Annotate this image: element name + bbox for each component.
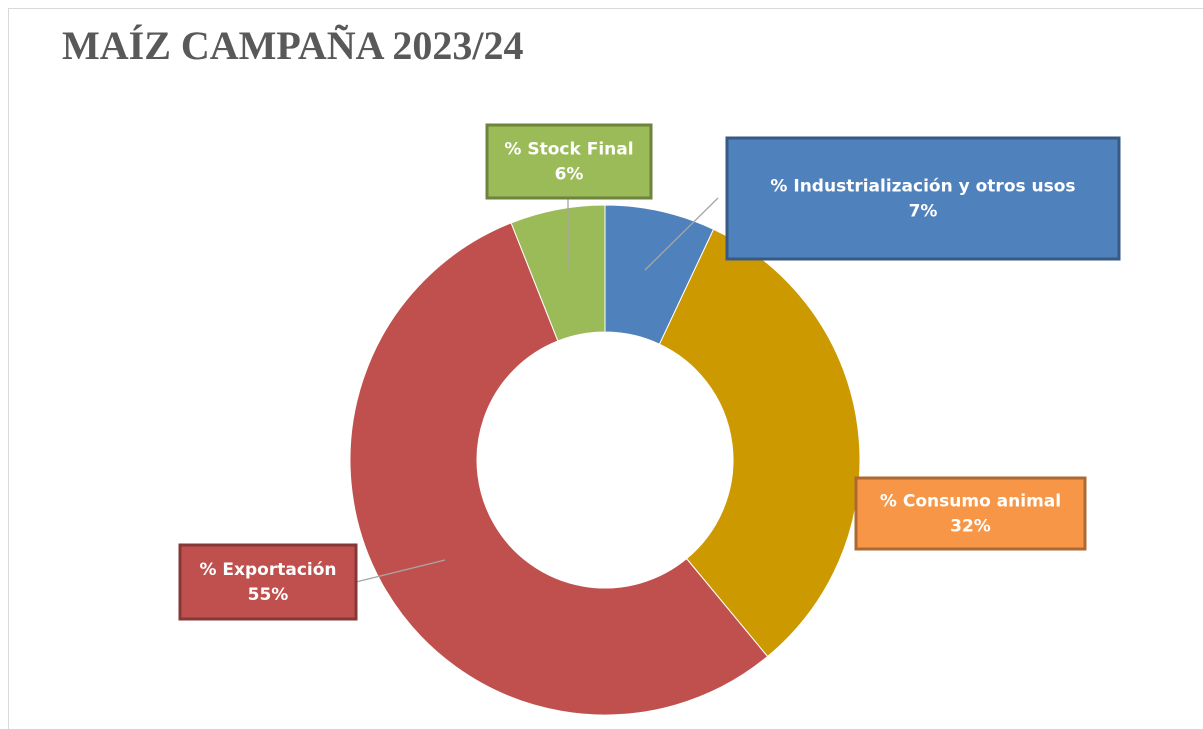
- data-label: 55%: [248, 585, 289, 605]
- label-box: [178, 543, 358, 621]
- chart-title: MAÍZ CAMPAÑA 2023/24: [62, 23, 523, 68]
- data-label: 7%: [909, 202, 938, 222]
- donut-slice: [658, 228, 861, 658]
- leader-line: [355, 559, 446, 583]
- data-label: 32%: [950, 517, 991, 537]
- donut-slice: [349, 222, 769, 716]
- donut-slice: [510, 204, 606, 342]
- data-label-name: % Consumo animal: [880, 492, 1061, 512]
- data-label-name: % Stock Final: [504, 140, 633, 160]
- label-box: [485, 123, 653, 200]
- label-box: [854, 476, 1087, 551]
- label-box: [725, 136, 1121, 261]
- leader-line: [644, 197, 719, 271]
- data-label-name: % Exportación: [199, 560, 336, 580]
- data-label-name: % Industrialización y otros usos: [770, 177, 1075, 197]
- chart-border: [8, 8, 1203, 729]
- data-label: 6%: [555, 165, 584, 185]
